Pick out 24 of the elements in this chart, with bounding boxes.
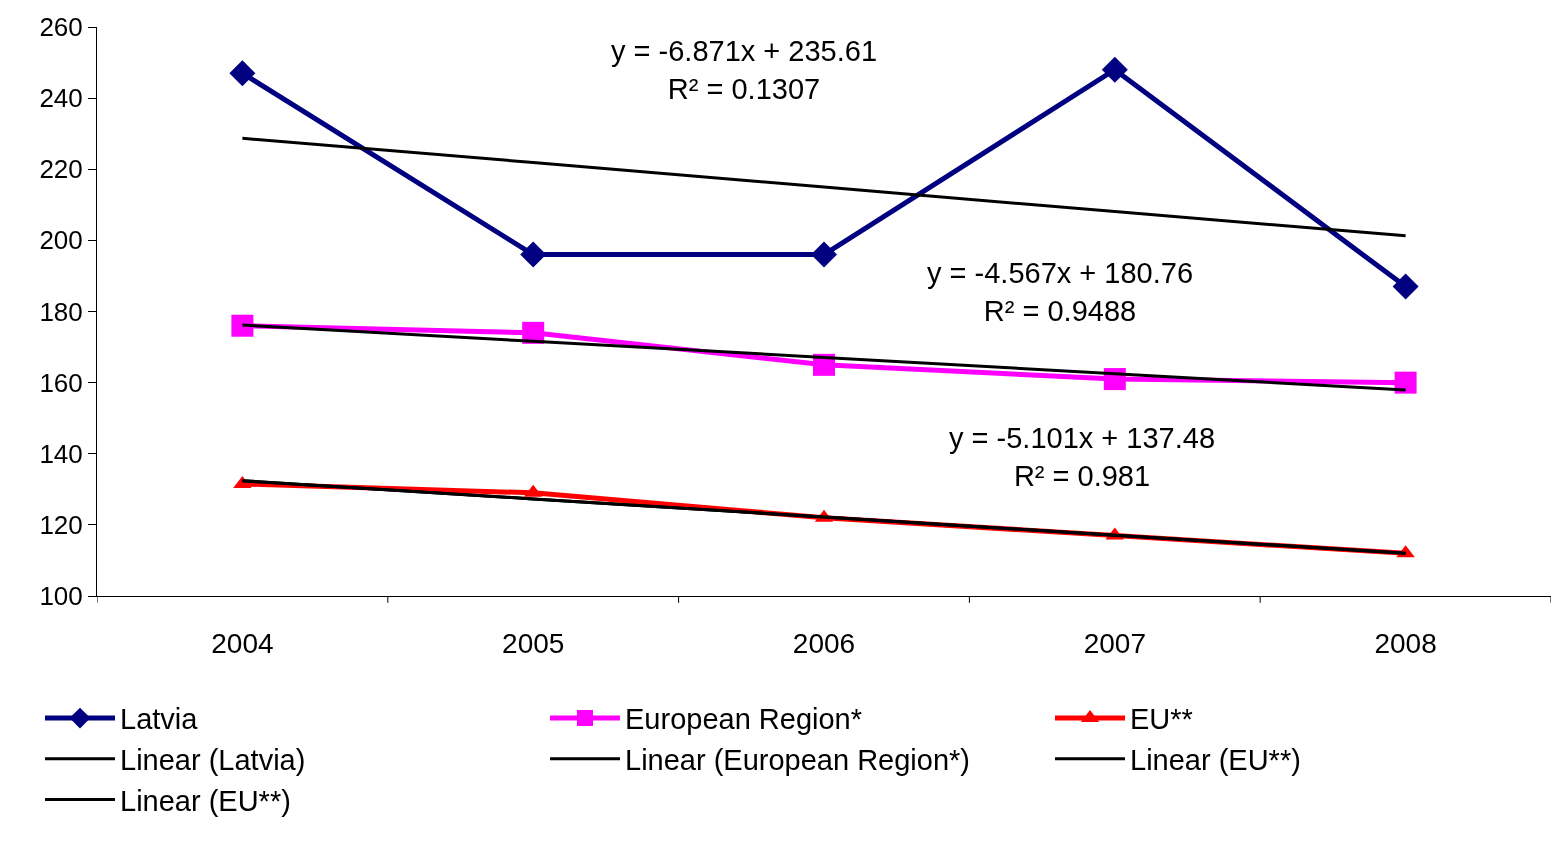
y-tick-label: 200	[39, 225, 83, 256]
y-tick-label: 180	[39, 296, 83, 327]
y-tick-label: 120	[39, 509, 83, 540]
legend-label: Linear (European Region*)	[625, 744, 970, 777]
legend-label: European Region*	[625, 703, 863, 736]
x-tick-label: 2008	[1374, 627, 1437, 659]
legend-label: Latvia	[120, 703, 199, 736]
legend-label: Linear (EU**)	[1130, 744, 1301, 777]
legend-label: Linear (Latvia)	[120, 744, 306, 777]
x-tick-label: 2007	[1083, 627, 1146, 659]
y-tick-label: 160	[39, 367, 83, 398]
x-tick-label: 2006	[792, 627, 856, 659]
y-tick-label: 260	[39, 12, 83, 43]
annotation: y = -4.567x + 180.76 R² = 0.9488	[927, 257, 1194, 327]
y-tick-label: 240	[39, 83, 83, 114]
y-tick-label: 140	[39, 438, 83, 469]
y-tick-label: 100	[39, 581, 83, 612]
legend-label: EU**	[1130, 703, 1193, 736]
x-tick-label: 2005	[502, 627, 565, 659]
annotation: y = -6.871x + 235.61 R² = 0.1307	[611, 35, 878, 105]
annotation: y = -5.101x + 137.48 R² = 0.981	[949, 422, 1216, 492]
y-tick-label: 220	[39, 154, 83, 185]
x-tick-label: 2004	[211, 627, 274, 659]
legend-label: Linear (EU**)	[120, 784, 291, 817]
